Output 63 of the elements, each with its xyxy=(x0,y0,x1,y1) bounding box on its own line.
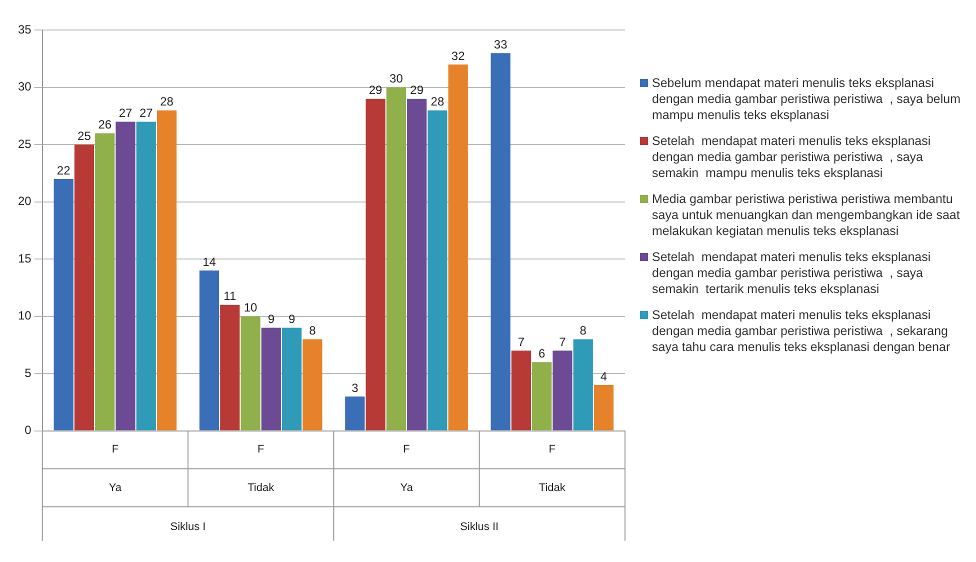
y-tick-label: 25 xyxy=(18,136,32,151)
data-label: 9 xyxy=(288,312,296,326)
text: Siklus II xyxy=(460,520,499,533)
data-label: 29 xyxy=(410,83,424,98)
legend-label: Setelah mendapat materi menulis teks eksplanasi dengan media gambar peristiwa peristiwa , saya semakin tertarik menulis teks eksplanasi xyxy=(652,249,932,297)
data-label: 29 xyxy=(368,83,383,98)
bar xyxy=(448,64,468,430)
data-label: 11 xyxy=(224,289,236,304)
bar xyxy=(282,328,302,430)
bar xyxy=(95,133,115,430)
legend-label: Setelah mendapat materi menulis teks eksplanasi dengan media gambar peristiwa peristiwa , sekarang saya tahu cara menulis teks eksplanasi dengan benar xyxy=(652,307,952,355)
bar xyxy=(407,98,427,430)
data-label: 26 xyxy=(98,118,112,132)
data-label: 32 xyxy=(451,48,466,63)
bar xyxy=(532,362,552,430)
bar xyxy=(156,110,177,430)
y-tick-label: 0 xyxy=(24,423,32,438)
legend-label: Media gambar peristiwa peristiwa peristiwa membantu saya untuk menuangkan dan mengembangkan ide saat melakukan kegiatan menulis teks eksplanasi xyxy=(652,191,961,239)
data-label: 7 xyxy=(518,334,525,349)
data-label: 27 xyxy=(118,106,132,120)
bar xyxy=(240,316,260,430)
data-label: 22 xyxy=(56,163,71,178)
y-tick-label: 30 xyxy=(18,80,32,94)
y-tick-label: 20 xyxy=(18,194,32,208)
bar xyxy=(54,178,74,430)
legend-label: Sebelum mendapat materi menulis teks eksplanasi dengan media gambar peristiwa peristiwa , saya belum mampu menulis teks eksplanasi xyxy=(652,75,962,123)
data-label: 14 xyxy=(202,254,216,269)
data-label: 3 xyxy=(352,380,359,395)
data-label: 10 xyxy=(244,300,258,315)
bar xyxy=(345,396,365,430)
y-tick-label: 10 xyxy=(18,308,32,323)
data-label: 7 xyxy=(559,334,566,349)
bar xyxy=(74,144,94,430)
bar xyxy=(511,350,532,430)
y-tick-label: 35 xyxy=(18,22,32,37)
bar xyxy=(302,339,322,430)
y-tick-label: 5 xyxy=(24,366,32,380)
bar xyxy=(428,110,448,430)
data-label: 30 xyxy=(390,72,404,86)
bar xyxy=(136,122,156,430)
bar xyxy=(366,98,386,430)
bar xyxy=(116,122,136,430)
data-label: 33 xyxy=(494,37,508,52)
bar xyxy=(594,385,614,430)
bar xyxy=(490,53,510,430)
bar xyxy=(199,270,220,430)
text: Siklus I xyxy=(170,520,206,533)
legend-label: Setelah mendapat materi menulis teks eksplanasi dengan media gambar peristiwa peristiwa , saya semakin mampu menulis teks eksplanasi xyxy=(652,133,932,181)
data-label: 28 xyxy=(160,94,174,109)
bar xyxy=(261,328,281,430)
bar xyxy=(552,350,572,430)
data-label: 8 xyxy=(309,324,316,338)
data-label: 4 xyxy=(600,369,608,384)
data-label: 27 xyxy=(139,106,154,120)
bar xyxy=(220,304,240,430)
bar xyxy=(386,87,406,430)
data-label: 28 xyxy=(430,94,444,109)
y-tick-label: 15 xyxy=(18,251,32,266)
data-label: 25 xyxy=(78,128,92,143)
bar xyxy=(573,339,593,430)
data-label: 6 xyxy=(538,346,546,360)
data-label: 9 xyxy=(268,312,275,326)
data-label: 8 xyxy=(580,324,587,338)
